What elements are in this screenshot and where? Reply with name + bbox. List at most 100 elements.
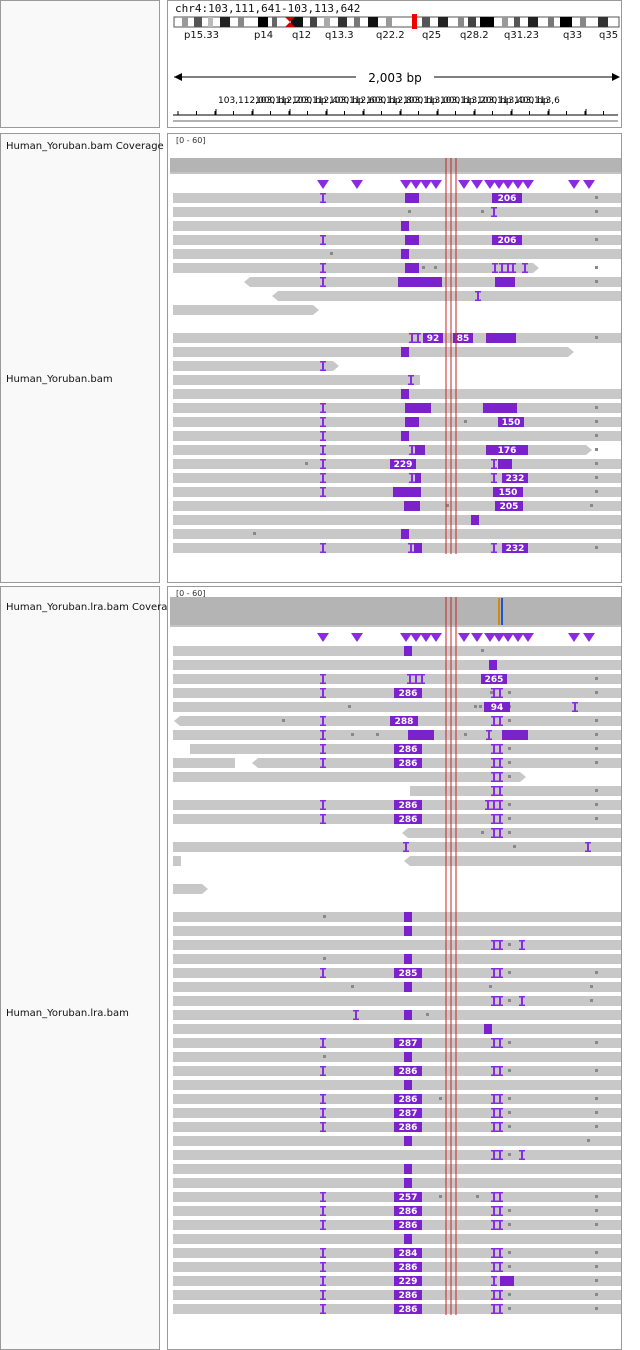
insertion-cap (497, 1228, 503, 1230)
read-row (173, 249, 621, 259)
insertion-cap (491, 1066, 497, 1068)
insertion-marker (499, 758, 501, 768)
mismatch-dot (508, 747, 511, 750)
bam1-alignments[interactable]: 206 206 92 85 150 176 229 232 150 205 232 (168, 134, 622, 583)
insertion-cap (491, 1200, 497, 1202)
mismatch-dot (595, 1111, 598, 1114)
insertion-box (394, 800, 422, 810)
coverage-track-name-2[interactable]: Human_Yoruban.lra.bam Coverage (6, 602, 180, 613)
insertion-size-label: 286 (399, 1207, 418, 1217)
mismatch-dot (595, 747, 598, 750)
insertion-cap (519, 1004, 525, 1006)
insertion-marker (493, 716, 495, 726)
alignment-panel-1[interactable]: [0 - 60] 206 206 92 85 150 176 229 232 150 205 232 (167, 133, 622, 583)
insertion-box (404, 1010, 412, 1020)
cytoband (580, 17, 586, 27)
insertion-cap (491, 1046, 497, 1048)
insertion-cap (519, 1150, 525, 1152)
mismatch-dot (595, 1195, 598, 1198)
read (173, 1150, 621, 1160)
mismatch-dot (508, 761, 511, 764)
insertion-box (401, 347, 409, 357)
insertion-cap (320, 1206, 326, 1208)
insertion-cap (491, 1298, 497, 1300)
read-row: 265 (173, 674, 621, 685)
insertion-cap (320, 1122, 326, 1124)
read (173, 660, 621, 670)
read-row: 257 (173, 1192, 621, 1203)
insertion-cap (572, 702, 578, 704)
mismatch-dot (408, 210, 411, 213)
insertion-marker (493, 688, 495, 698)
coverage-track-name[interactable]: Human_Yoruban.bam Coverage (6, 141, 164, 152)
insertion-triangle (502, 633, 514, 642)
read-row (173, 1150, 621, 1160)
mismatch-dot (348, 705, 351, 708)
insertion-marker (322, 277, 324, 287)
coverage-track (170, 158, 621, 174)
mismatch-dot (595, 238, 598, 241)
insertion-box (394, 1038, 422, 1048)
insertion-marker (322, 800, 324, 810)
mismatch-dot (595, 490, 598, 493)
mismatch-dot (439, 1097, 442, 1100)
insertion-cap (491, 948, 497, 950)
insertion-marker (574, 702, 576, 712)
insertion-cap (320, 1046, 326, 1048)
insertion-marker (322, 431, 324, 441)
cytoband (438, 17, 448, 27)
alignment-track-name-2[interactable]: Human_Yoruban.lra.bam (6, 1008, 129, 1019)
insertion-triangle (420, 633, 432, 642)
insertion-marker (322, 1248, 324, 1258)
insertion-marker (493, 1122, 495, 1132)
cytoband-label: q13.3 (325, 30, 354, 41)
insertion-box (405, 235, 419, 245)
insertion-cap (407, 682, 413, 684)
insertion-box (493, 487, 523, 497)
read-row: 286 (173, 1262, 621, 1273)
insertion-cap (491, 786, 497, 788)
mismatch-dot (508, 831, 511, 834)
mismatch-dot (595, 761, 598, 764)
alignment-panel-2[interactable]: [0 - 60] 265 286 94 288 286 286 286 286 285 287 28… (167, 586, 622, 1350)
insertion-marker (322, 1304, 324, 1314)
insertion-cap (497, 1262, 503, 1264)
insertion-cap (491, 1158, 497, 1160)
read (173, 361, 339, 371)
mismatch-dot (426, 1013, 429, 1016)
insertion-box (394, 744, 422, 754)
insertion-cap (320, 417, 326, 419)
bam2-alignments[interactable]: 265 286 94 288 286 286 286 286 285 287 286 286 287 28… (168, 587, 622, 1350)
read-row (402, 828, 621, 838)
insertion-cap (320, 1220, 326, 1222)
mismatch-dot (508, 1111, 511, 1114)
insertion-cap (491, 1284, 497, 1286)
mismatch-dot (508, 1251, 511, 1254)
mismatch-dot (508, 803, 511, 806)
insertion-cap (491, 1312, 497, 1314)
read-row: 286 (173, 688, 621, 699)
insertion-cap (491, 814, 497, 816)
ruler-tick-label: 103,112,600 bp (329, 96, 401, 106)
insertion-size-label: 286 (399, 1291, 418, 1301)
insertion-cap (320, 431, 326, 433)
insertion-size-label: 285 (399, 969, 418, 979)
insertion-cap (413, 682, 419, 684)
insertion-box (492, 235, 522, 245)
header-panel: chr4:103,111,641-103,113,642 p15.33 p14 q1… (167, 0, 622, 128)
mismatch-dot (595, 1097, 598, 1100)
chromosome-ideogram[interactable]: p15.33 p14 q12 q13.3 q22.2 q25 q28.2 q31.23 q33 q… (168, 1, 622, 49)
insertion-marker (499, 1220, 501, 1230)
read-row: 232 (173, 543, 621, 554)
insertion-marker (493, 459, 495, 469)
mismatch-dot (595, 789, 598, 792)
insertion-cap (491, 467, 497, 469)
insertion-cap (320, 738, 326, 740)
insertion-cap (409, 473, 415, 475)
insertion-box (471, 515, 479, 525)
alignment-track-name[interactable]: Human_Yoruban.bam (6, 374, 113, 385)
read-row: 206 (173, 235, 621, 246)
read (173, 529, 621, 539)
insertion-cap (320, 822, 326, 824)
